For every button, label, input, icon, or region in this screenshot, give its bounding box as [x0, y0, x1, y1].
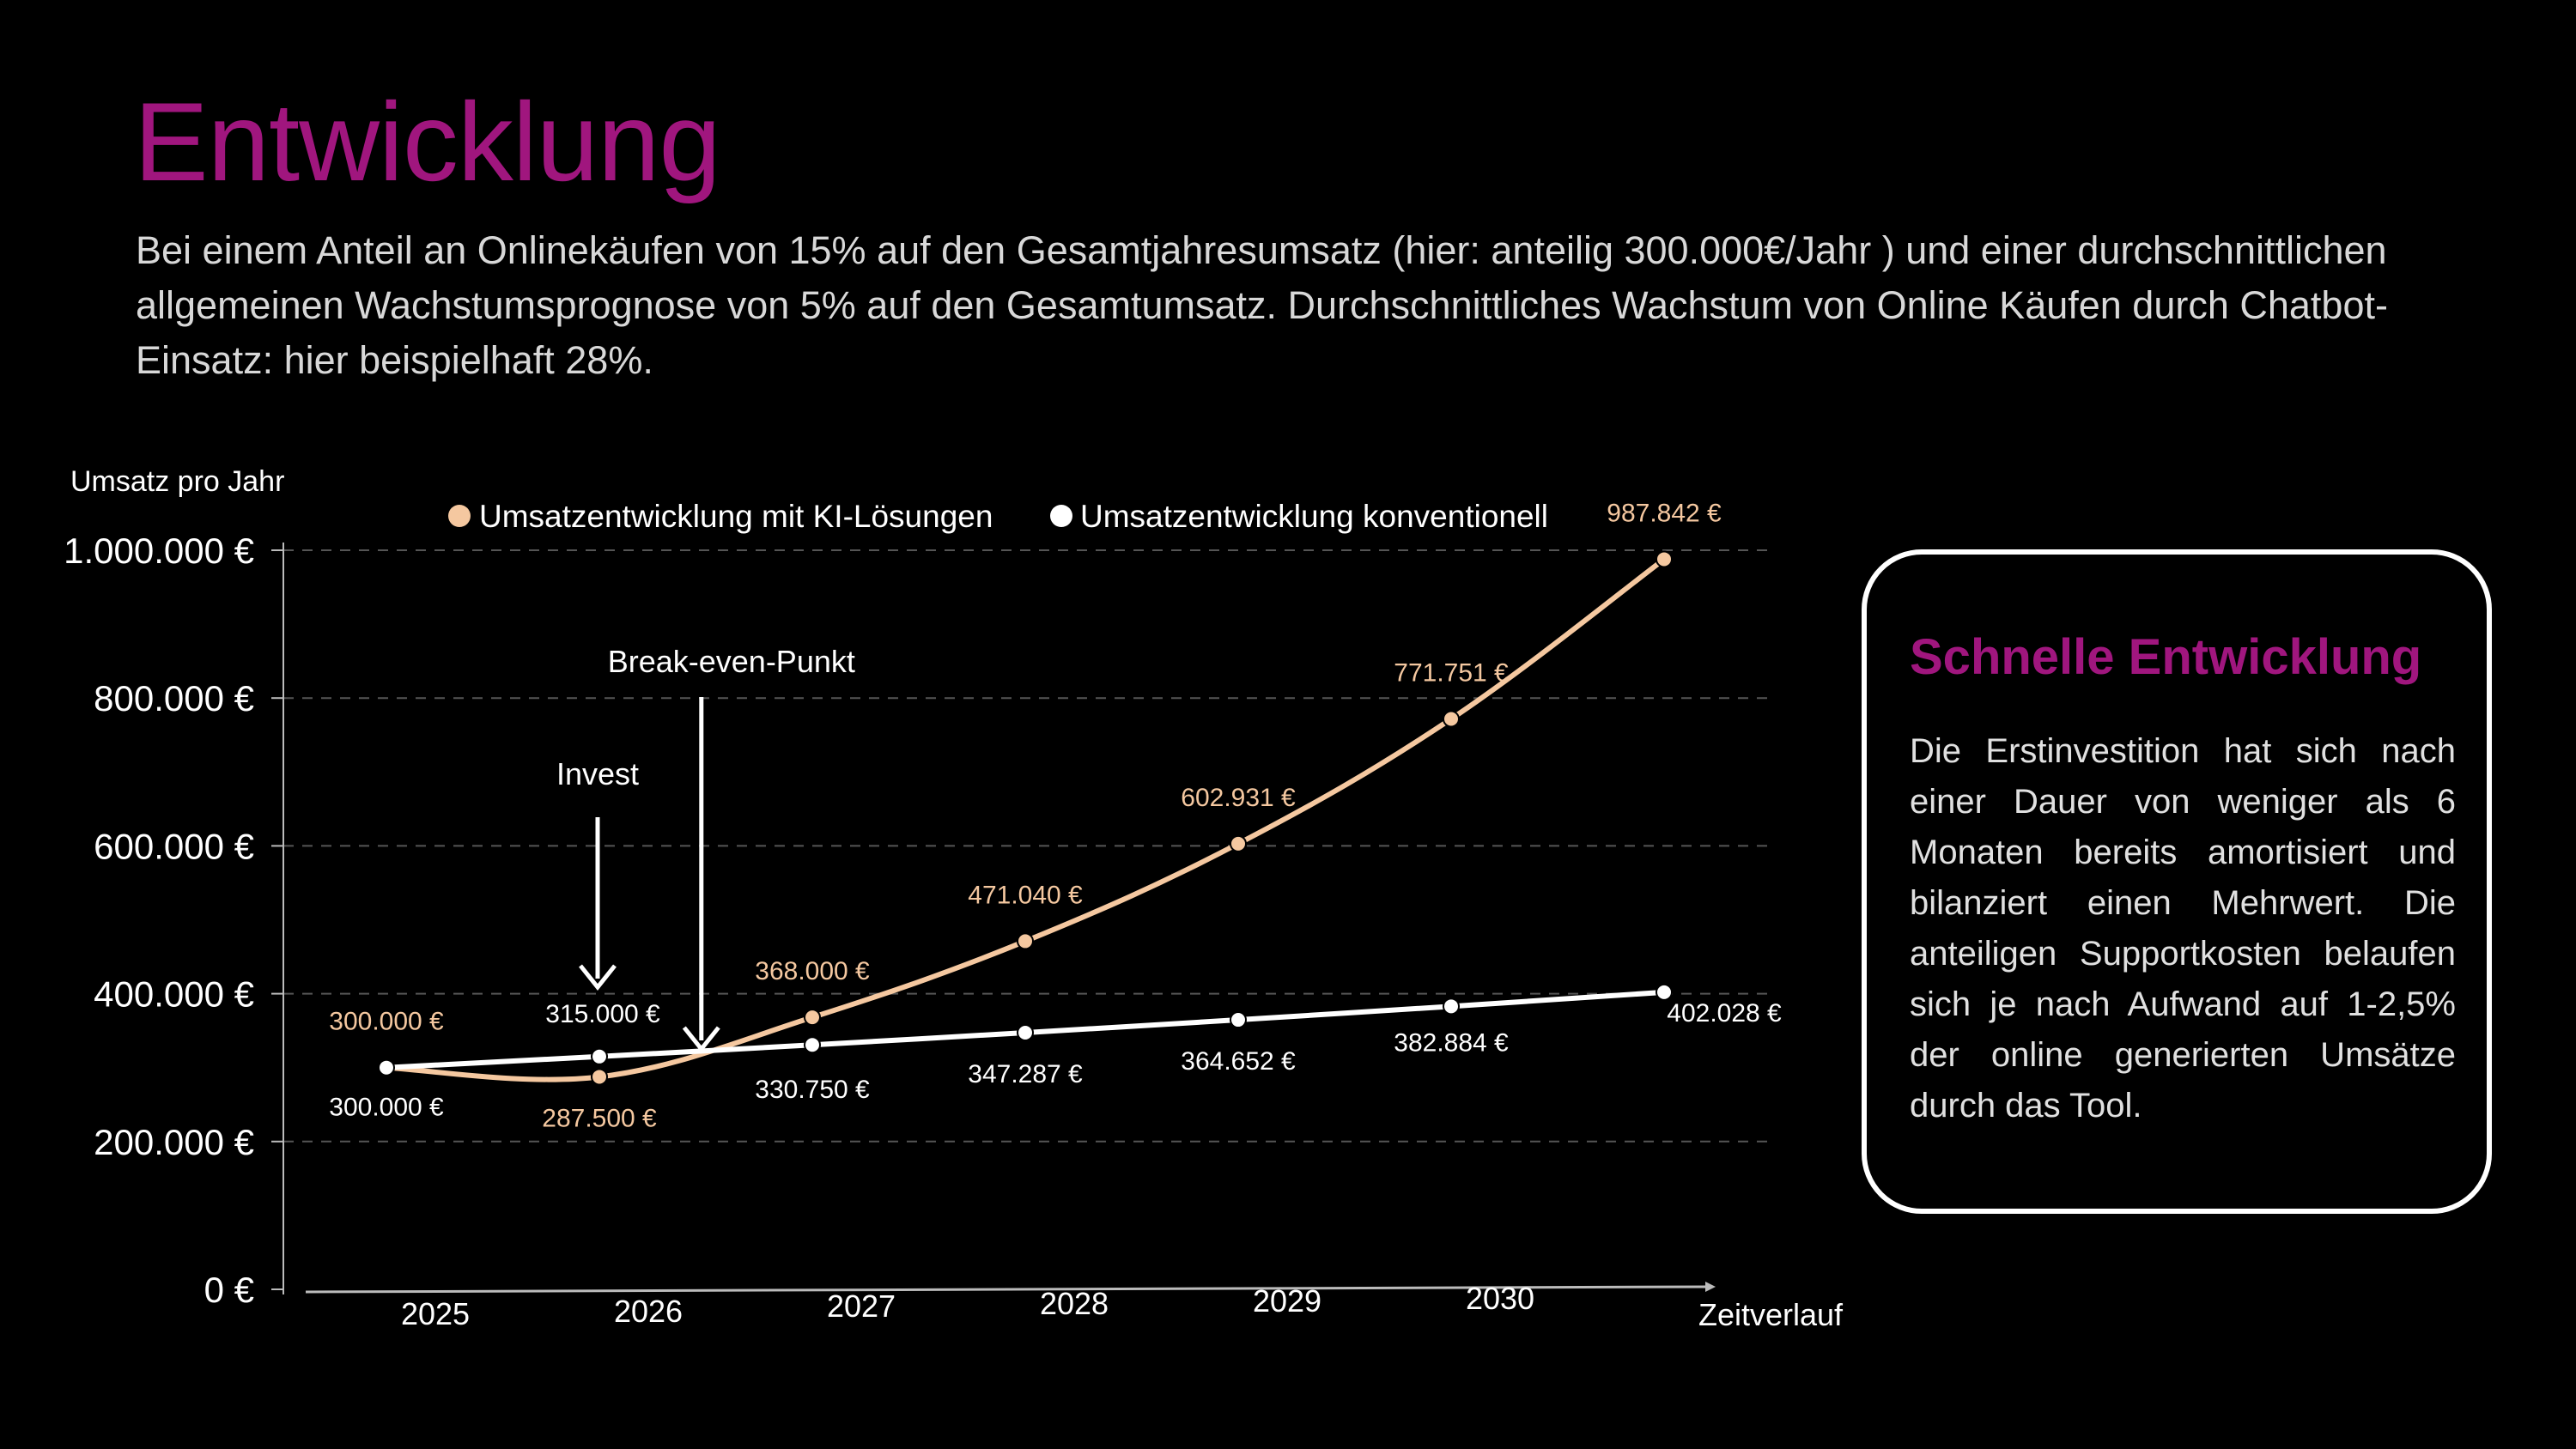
data-point-ki [804, 1009, 821, 1027]
y-tick-label: 600.000 € [94, 826, 254, 866]
data-label-ki: 300.000 € [329, 1008, 444, 1036]
data-point-conventional [1230, 1011, 1247, 1029]
y-tick-label: 400.000 € [94, 974, 254, 1015]
y-tick-label: 800.000 € [94, 678, 254, 718]
data-label-ki: 368.000 € [755, 957, 870, 985]
page-subtitle: Bei einem Anteil an Onlinekäufen von 15%… [136, 228, 2388, 382]
data-label-conventional: 364.652 € [1181, 1047, 1296, 1076]
annotation-invest: Invest [556, 756, 639, 791]
data-point-ki [591, 1068, 608, 1086]
x-axis-arrow [1705, 1282, 1716, 1292]
data-point-conventional [1656, 983, 1673, 1001]
legend-label-ki: Umsatzentwicklung mit KI-Lösungen [479, 499, 993, 534]
legend-marker-conventional [1050, 505, 1072, 527]
x-tick-label: 2026 [614, 1294, 683, 1329]
x-tick-label: 2030 [1466, 1281, 1534, 1316]
break-even-arrow-head [682, 1026, 720, 1053]
data-label-ki: 987.842 € [1607, 499, 1722, 527]
info-box [1862, 549, 2492, 1214]
data-label-conventional: 402.028 € [1667, 999, 1782, 1028]
data-point-conventional [378, 1058, 395, 1076]
data-label-ki: 471.040 € [968, 881, 1083, 909]
info-box-title: Schnelle Entwicklung [1910, 629, 2422, 685]
y-tick-label: 200.000 € [94, 1122, 254, 1162]
data-point-ki [1017, 932, 1034, 950]
data-label-ki: 771.751 € [1394, 659, 1509, 688]
data-label-conventional: 330.750 € [755, 1076, 870, 1104]
x-tick-label: 2029 [1253, 1283, 1321, 1319]
invest-arrow-head [579, 964, 617, 991]
page-title: Entwicklung [134, 79, 721, 204]
data-point-conventional [1443, 997, 1460, 1016]
info-box-text: Die Erstinvestition hat sich nach einer … [1910, 732, 2456, 1125]
data-label-ki: 287.500 € [542, 1104, 657, 1132]
y-tick-label: 1.000.000 € [64, 530, 254, 571]
y-tick-label: 0 € [204, 1270, 254, 1310]
annotation-break-even: Break-even-Punkt [608, 644, 855, 679]
legend-label-conventional: Umsatzentwicklung konventionell [1080, 499, 1548, 534]
x-axis-line [305, 1285, 1710, 1294]
data-point-conventional [804, 1036, 821, 1054]
data-label-conventional: 300.000 € [329, 1094, 444, 1122]
data-label-conventional: 382.884 € [1394, 1028, 1509, 1057]
data-point-conventional [1017, 1023, 1034, 1041]
data-point-ki [1656, 550, 1673, 568]
data-point-ki [1443, 710, 1460, 728]
data-label-ki: 602.931 € [1181, 784, 1296, 812]
data-point-conventional [591, 1047, 608, 1065]
x-axis-title: Zeitverlauf [1698, 1297, 1844, 1332]
x-tick-label: 2027 [827, 1288, 896, 1324]
y-axis-title: Umsatz pro Jahr [70, 465, 284, 498]
data-label-conventional: 315.000 € [545, 1000, 660, 1028]
data-point-ki [1230, 834, 1247, 852]
x-tick-label: 2025 [401, 1296, 470, 1331]
legend-marker-ki [448, 505, 471, 527]
x-tick-label: 2028 [1040, 1286, 1109, 1321]
data-label-conventional: 347.287 € [968, 1060, 1083, 1088]
